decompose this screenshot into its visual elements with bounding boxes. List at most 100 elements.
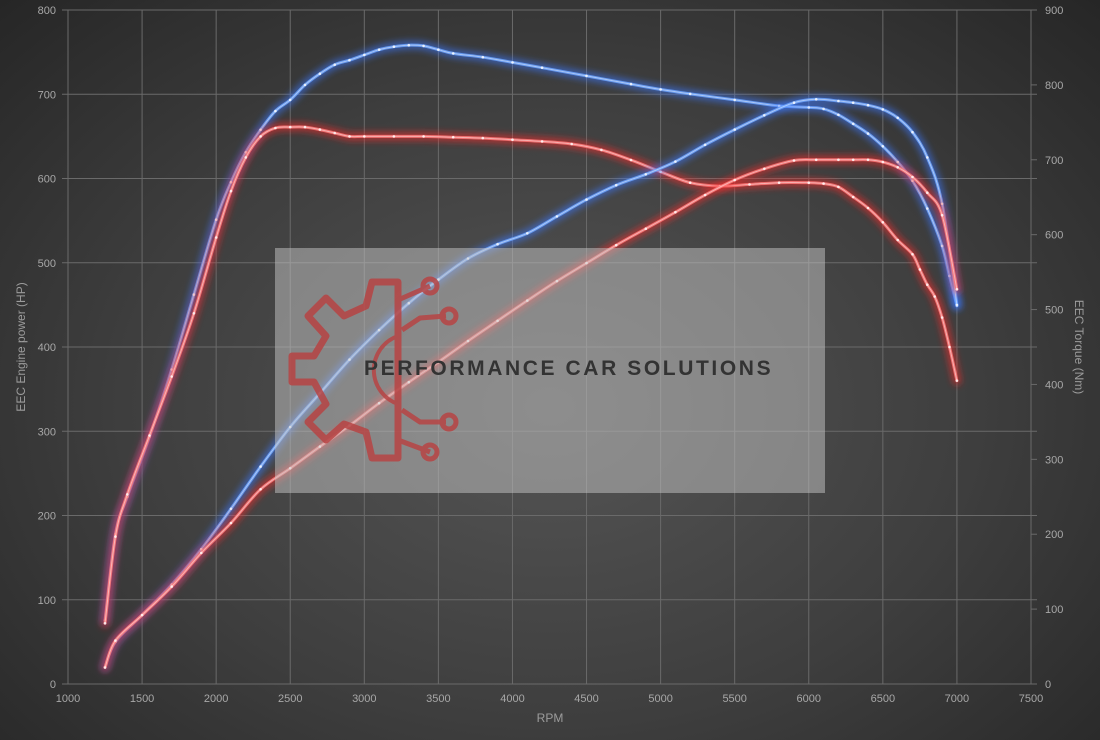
x-tick-label: 6500 xyxy=(871,693,895,705)
x-tick-label: 7000 xyxy=(945,693,969,705)
data-point xyxy=(955,288,959,291)
y-left-tick-label: 800 xyxy=(38,5,56,17)
data-point xyxy=(703,193,707,197)
x-tick-label: 3000 xyxy=(352,693,376,705)
series-line xyxy=(103,97,959,669)
data-point xyxy=(126,493,129,496)
data-point xyxy=(926,156,929,159)
data-point xyxy=(911,175,914,179)
data-point xyxy=(911,253,914,256)
data-point xyxy=(837,99,840,103)
y-right-tick-label: 800 xyxy=(1045,80,1063,92)
data-point xyxy=(763,167,766,171)
data-point xyxy=(881,221,885,224)
data-point xyxy=(600,148,603,152)
data-point xyxy=(881,108,885,111)
data-point xyxy=(170,375,173,378)
data-point xyxy=(614,183,618,187)
data-point xyxy=(629,158,633,162)
data-point xyxy=(822,182,825,185)
data-point xyxy=(733,98,736,102)
data-point xyxy=(777,181,781,184)
data-point xyxy=(377,48,381,51)
data-point xyxy=(363,53,366,57)
x-tick-label: 7500 xyxy=(1019,693,1043,705)
data-point xyxy=(259,488,262,491)
data-point xyxy=(955,379,959,383)
y-right-tick-label: 300 xyxy=(1045,454,1063,466)
data-point xyxy=(114,535,117,538)
data-point xyxy=(866,206,870,210)
axis-ticks: 1000 1500 2000 2500 3000 3500 4000 4500 5000 5500… xyxy=(38,5,1064,705)
data-point xyxy=(481,55,485,59)
series-highlight xyxy=(104,98,958,668)
data-point xyxy=(333,63,337,66)
data-point xyxy=(540,66,544,69)
data-point xyxy=(570,142,573,146)
data-point xyxy=(148,434,151,437)
data-point xyxy=(259,135,262,138)
x-tick-label: 3500 xyxy=(426,693,450,705)
data-point xyxy=(348,135,351,138)
x-axis-title: RPM xyxy=(537,711,564,725)
data-point xyxy=(896,166,899,169)
x-tick-label: 6000 xyxy=(797,693,821,705)
data-point xyxy=(837,185,840,189)
gear-circuit-logo xyxy=(288,276,459,462)
data-point xyxy=(481,136,485,140)
data-point xyxy=(192,293,196,296)
data-point xyxy=(407,43,411,47)
x-tick-label: 5000 xyxy=(648,693,672,705)
data-point xyxy=(103,622,107,625)
data-point xyxy=(851,122,855,126)
data-point xyxy=(851,101,855,104)
data-point xyxy=(392,45,396,48)
data-point xyxy=(644,173,648,176)
y-right-tick-label: 500 xyxy=(1045,305,1063,317)
data-point xyxy=(807,181,811,184)
y-right-tick-label: 900 xyxy=(1045,5,1063,17)
data-point xyxy=(940,213,944,217)
data-point xyxy=(274,126,277,130)
y-left-tick-label: 300 xyxy=(38,426,56,438)
data-point xyxy=(614,243,618,247)
data-point xyxy=(244,156,248,159)
data-point xyxy=(733,178,736,182)
data-point xyxy=(851,158,855,162)
data-point xyxy=(866,132,870,135)
data-point xyxy=(940,316,944,319)
data-point xyxy=(703,143,707,147)
data-point xyxy=(792,159,796,162)
data-point xyxy=(170,585,173,588)
data-point xyxy=(229,521,233,525)
y-right-tick-label: 200 xyxy=(1045,529,1063,541)
x-tick-label: 4000 xyxy=(500,693,524,705)
data-point xyxy=(918,268,922,271)
data-point xyxy=(274,109,277,113)
data-point xyxy=(140,613,144,617)
data-point xyxy=(511,138,514,141)
data-point xyxy=(526,232,529,235)
data-point xyxy=(837,113,840,117)
y-right-tick-label: 400 xyxy=(1045,379,1063,391)
data-point xyxy=(674,210,677,214)
y-left-tick-label: 100 xyxy=(38,595,56,607)
data-point xyxy=(896,238,899,242)
data-point xyxy=(259,465,262,468)
data-point xyxy=(926,191,929,194)
data-point xyxy=(926,283,929,287)
y-left-tick-label: 500 xyxy=(38,258,56,270)
data-point xyxy=(451,52,455,55)
data-point xyxy=(348,58,351,62)
y-right-tick-label: 700 xyxy=(1045,155,1063,167)
data-point xyxy=(896,116,899,120)
data-point xyxy=(629,82,633,86)
data-point xyxy=(851,195,855,199)
x-tick-label: 1000 xyxy=(56,693,80,705)
data-point xyxy=(911,130,914,134)
data-point xyxy=(318,72,322,75)
data-point xyxy=(792,101,796,104)
data-point xyxy=(229,189,233,193)
data-point xyxy=(674,160,677,163)
